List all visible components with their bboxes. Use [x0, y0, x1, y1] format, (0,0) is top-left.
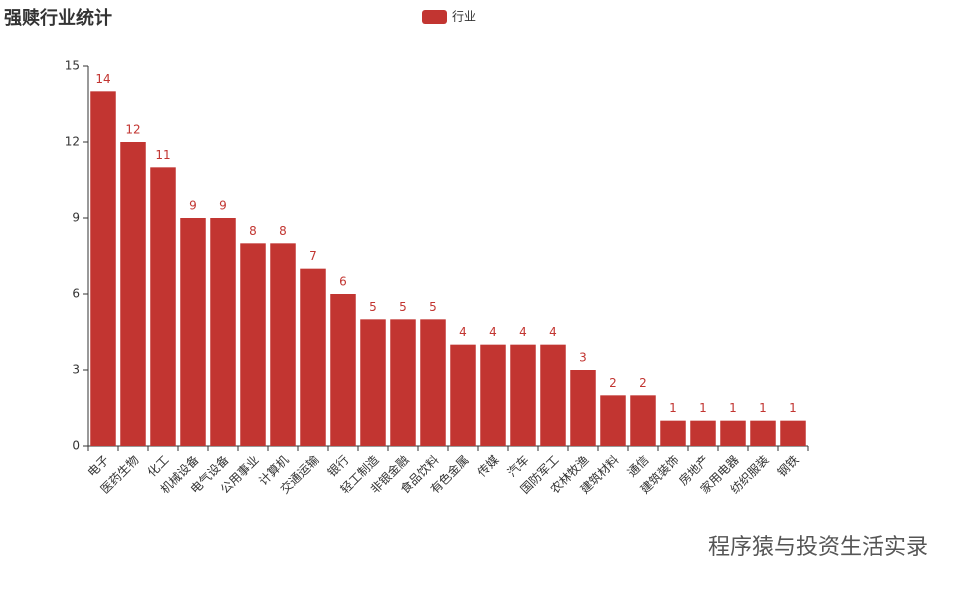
- data-label: 9: [219, 199, 227, 213]
- y-tick-label: 6: [72, 287, 80, 301]
- bar: [330, 294, 356, 446]
- bar: [180, 218, 206, 446]
- y-tick-label: 15: [65, 59, 80, 73]
- legend-swatch: [422, 10, 447, 24]
- data-label: 8: [249, 224, 257, 238]
- y-tick-label: 9: [72, 211, 80, 225]
- data-label: 5: [429, 300, 437, 314]
- x-tick-label: 钢铁: [775, 453, 802, 480]
- data-label: 4: [489, 325, 497, 339]
- data-label: 5: [369, 300, 377, 314]
- bar: [90, 91, 116, 446]
- data-label: 14: [95, 72, 110, 86]
- bar: [420, 319, 446, 446]
- data-label: 3: [579, 351, 587, 365]
- bar: [120, 142, 146, 446]
- chart-title: 强赎行业统计: [4, 7, 112, 29]
- bar: [690, 420, 716, 446]
- bar: [660, 420, 686, 446]
- data-label: 12: [125, 123, 140, 137]
- bar: [360, 319, 386, 446]
- bar: [780, 420, 806, 446]
- bar: [600, 395, 626, 446]
- data-label: 6: [339, 275, 347, 289]
- bar: [450, 344, 476, 446]
- data-label: 1: [789, 401, 797, 415]
- data-label: 2: [609, 376, 617, 390]
- y-tick-label: 0: [72, 439, 80, 453]
- legend-label: 行业: [452, 10, 476, 24]
- bar: [210, 218, 236, 446]
- data-label: 7: [309, 249, 317, 263]
- bar: [240, 243, 266, 446]
- data-label: 1: [759, 401, 767, 415]
- x-tick-label: 传媒: [474, 452, 502, 480]
- data-label: 4: [459, 325, 467, 339]
- bar: [570, 370, 596, 446]
- bar: [510, 344, 536, 446]
- y-tick-label: 12: [65, 135, 80, 149]
- data-label: 9: [189, 199, 197, 213]
- data-label: 1: [669, 401, 677, 415]
- bar: [300, 268, 326, 446]
- watermark: 程序猿与投资生活实录: [708, 535, 928, 560]
- bar: [270, 243, 296, 446]
- x-tick-label: 汽车: [504, 452, 532, 480]
- bar: [540, 344, 566, 446]
- data-label: 11: [155, 148, 170, 162]
- bar: [750, 420, 776, 446]
- data-label: 4: [519, 325, 527, 339]
- y-tick-label: 3: [72, 363, 80, 377]
- bar: [390, 319, 416, 446]
- data-label: 1: [729, 401, 737, 415]
- data-label: 4: [549, 325, 557, 339]
- data-label: 8: [279, 224, 287, 238]
- bar: [720, 420, 746, 446]
- data-label: 5: [399, 300, 407, 314]
- bar: [630, 395, 656, 446]
- data-label: 1: [699, 401, 707, 415]
- data-label: 2: [639, 376, 647, 390]
- bar: [150, 167, 176, 447]
- bar: [480, 344, 506, 446]
